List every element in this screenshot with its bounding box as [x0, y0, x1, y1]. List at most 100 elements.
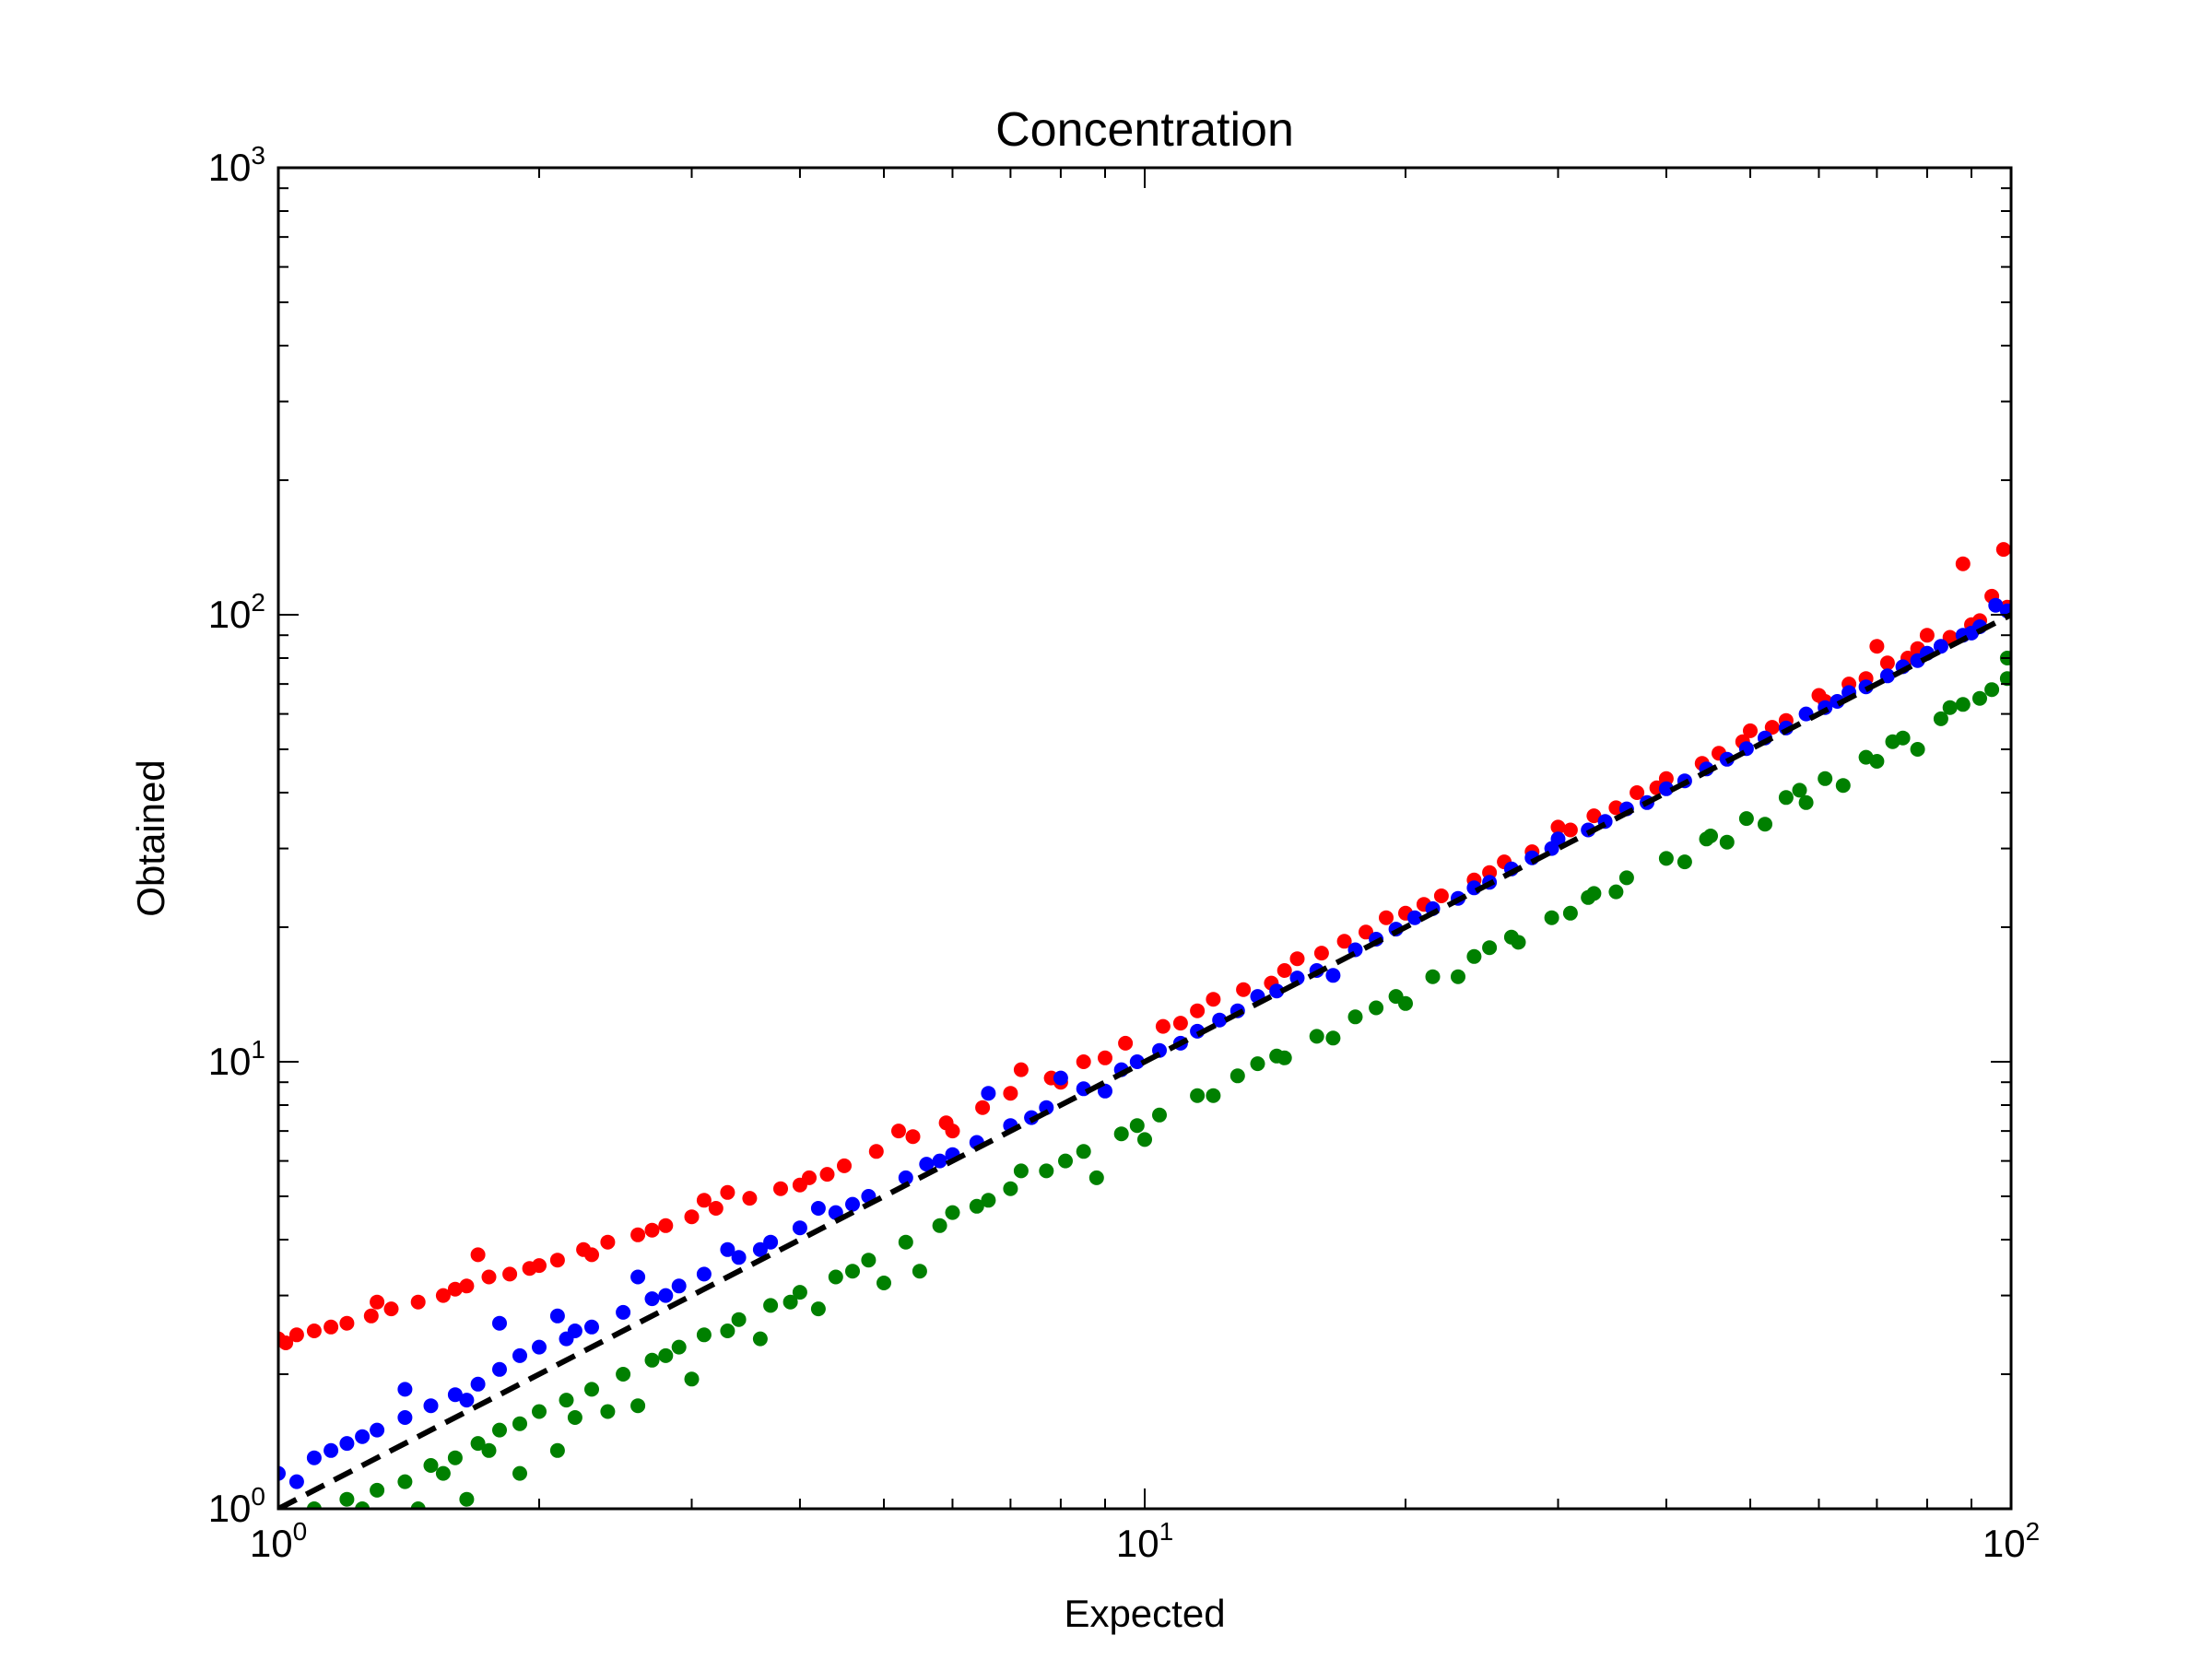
data-point	[1910, 653, 1925, 668]
data-point	[671, 1339, 687, 1355]
data-point	[720, 1241, 735, 1257]
data-point	[459, 1393, 475, 1408]
data-point	[532, 1258, 547, 1274]
series-layer	[278, 542, 2011, 1509]
data-point	[1608, 800, 1624, 816]
data-point	[502, 1266, 518, 1282]
data-point	[1407, 910, 1422, 925]
data-point	[1658, 781, 1674, 796]
x-tick-label: 101	[1116, 1517, 1173, 1565]
data-point	[861, 1253, 877, 1268]
chart-title: Concentration	[995, 103, 1294, 157]
data-point	[1118, 1035, 1134, 1051]
reference-line-layer	[278, 612, 2011, 1509]
data-point	[1003, 1086, 1018, 1101]
data-point	[1703, 829, 1718, 843]
data-point	[584, 1382, 599, 1397]
data-point	[1811, 688, 1827, 703]
data-point	[410, 1294, 426, 1310]
data-point	[459, 1491, 475, 1507]
data-point	[891, 1124, 906, 1139]
data-point	[1013, 1062, 1029, 1077]
data-point	[435, 1288, 451, 1303]
data-point	[1325, 1030, 1341, 1046]
data-point	[773, 1181, 788, 1196]
data-point	[278, 1335, 294, 1350]
data-point	[1269, 983, 1285, 999]
data-point	[919, 1157, 935, 1172]
data-point	[532, 1339, 547, 1355]
data-point	[363, 1308, 379, 1324]
data-point	[1562, 905, 1578, 921]
data-point	[1277, 1050, 1292, 1065]
data-point	[1039, 1163, 1054, 1179]
data-point	[1586, 808, 1602, 824]
data-point	[630, 1398, 646, 1414]
data-point	[1190, 1088, 1206, 1103]
data-point	[1325, 968, 1341, 983]
data-point	[397, 1474, 413, 1489]
data-point	[355, 1501, 371, 1509]
data-point	[1155, 1018, 1171, 1034]
data-point	[1764, 720, 1780, 735]
data-point	[696, 1193, 712, 1208]
data-point	[752, 1241, 768, 1257]
data-point	[752, 1331, 768, 1347]
data-point	[763, 1298, 779, 1313]
data-point	[1098, 1083, 1112, 1099]
data-point	[877, 1276, 891, 1290]
data-point	[1885, 734, 1900, 749]
data-point	[1113, 1126, 1129, 1142]
data-point	[898, 1170, 913, 1185]
data-point	[1336, 934, 1352, 949]
data-point	[845, 1264, 860, 1279]
data-point	[584, 1319, 599, 1335]
data-point	[731, 1312, 747, 1327]
data-point	[1230, 1068, 1245, 1084]
data-point	[1942, 629, 1958, 645]
data-point	[1359, 924, 1373, 940]
data-point	[481, 1442, 497, 1458]
data-point	[447, 1450, 463, 1465]
data-point	[1869, 754, 1885, 769]
data-point	[512, 1465, 527, 1481]
data-point	[845, 1196, 860, 1212]
data-point	[1738, 811, 1754, 827]
data-point	[720, 1324, 735, 1338]
data-point	[549, 1253, 565, 1268]
data-point	[1964, 625, 1979, 641]
data-point	[644, 1222, 660, 1238]
data-point	[630, 1227, 646, 1242]
data-point	[981, 1086, 996, 1101]
data-point	[1129, 1118, 1145, 1134]
data-point	[492, 1422, 507, 1438]
data-point	[1919, 628, 1935, 643]
data-point	[1451, 969, 1465, 984]
data-point	[1778, 790, 1794, 806]
data-point	[324, 1442, 339, 1458]
data-point	[708, 1201, 724, 1216]
data-point	[278, 1465, 286, 1481]
data-point	[1719, 834, 1735, 850]
plot-frame	[276, 166, 2013, 1511]
data-point	[549, 1308, 565, 1324]
data-point	[512, 1416, 527, 1431]
data-point	[1212, 1012, 1228, 1028]
data-point	[616, 1367, 631, 1382]
data-point	[810, 1301, 826, 1317]
data-point	[584, 1247, 599, 1263]
data-point	[559, 1393, 574, 1408]
data-point	[397, 1410, 413, 1425]
data-point	[945, 1124, 960, 1139]
data-point	[1076, 1054, 1091, 1069]
y-axis-label: Obtained	[129, 759, 172, 916]
data-point	[1792, 782, 1807, 798]
data-point	[288, 1327, 304, 1343]
data-point	[1289, 951, 1305, 967]
data-point	[763, 1234, 779, 1250]
data-point	[339, 1315, 355, 1331]
data-point	[1003, 1181, 1018, 1196]
data-point	[837, 1158, 852, 1173]
data-point	[306, 1501, 322, 1509]
data-point	[658, 1288, 674, 1303]
